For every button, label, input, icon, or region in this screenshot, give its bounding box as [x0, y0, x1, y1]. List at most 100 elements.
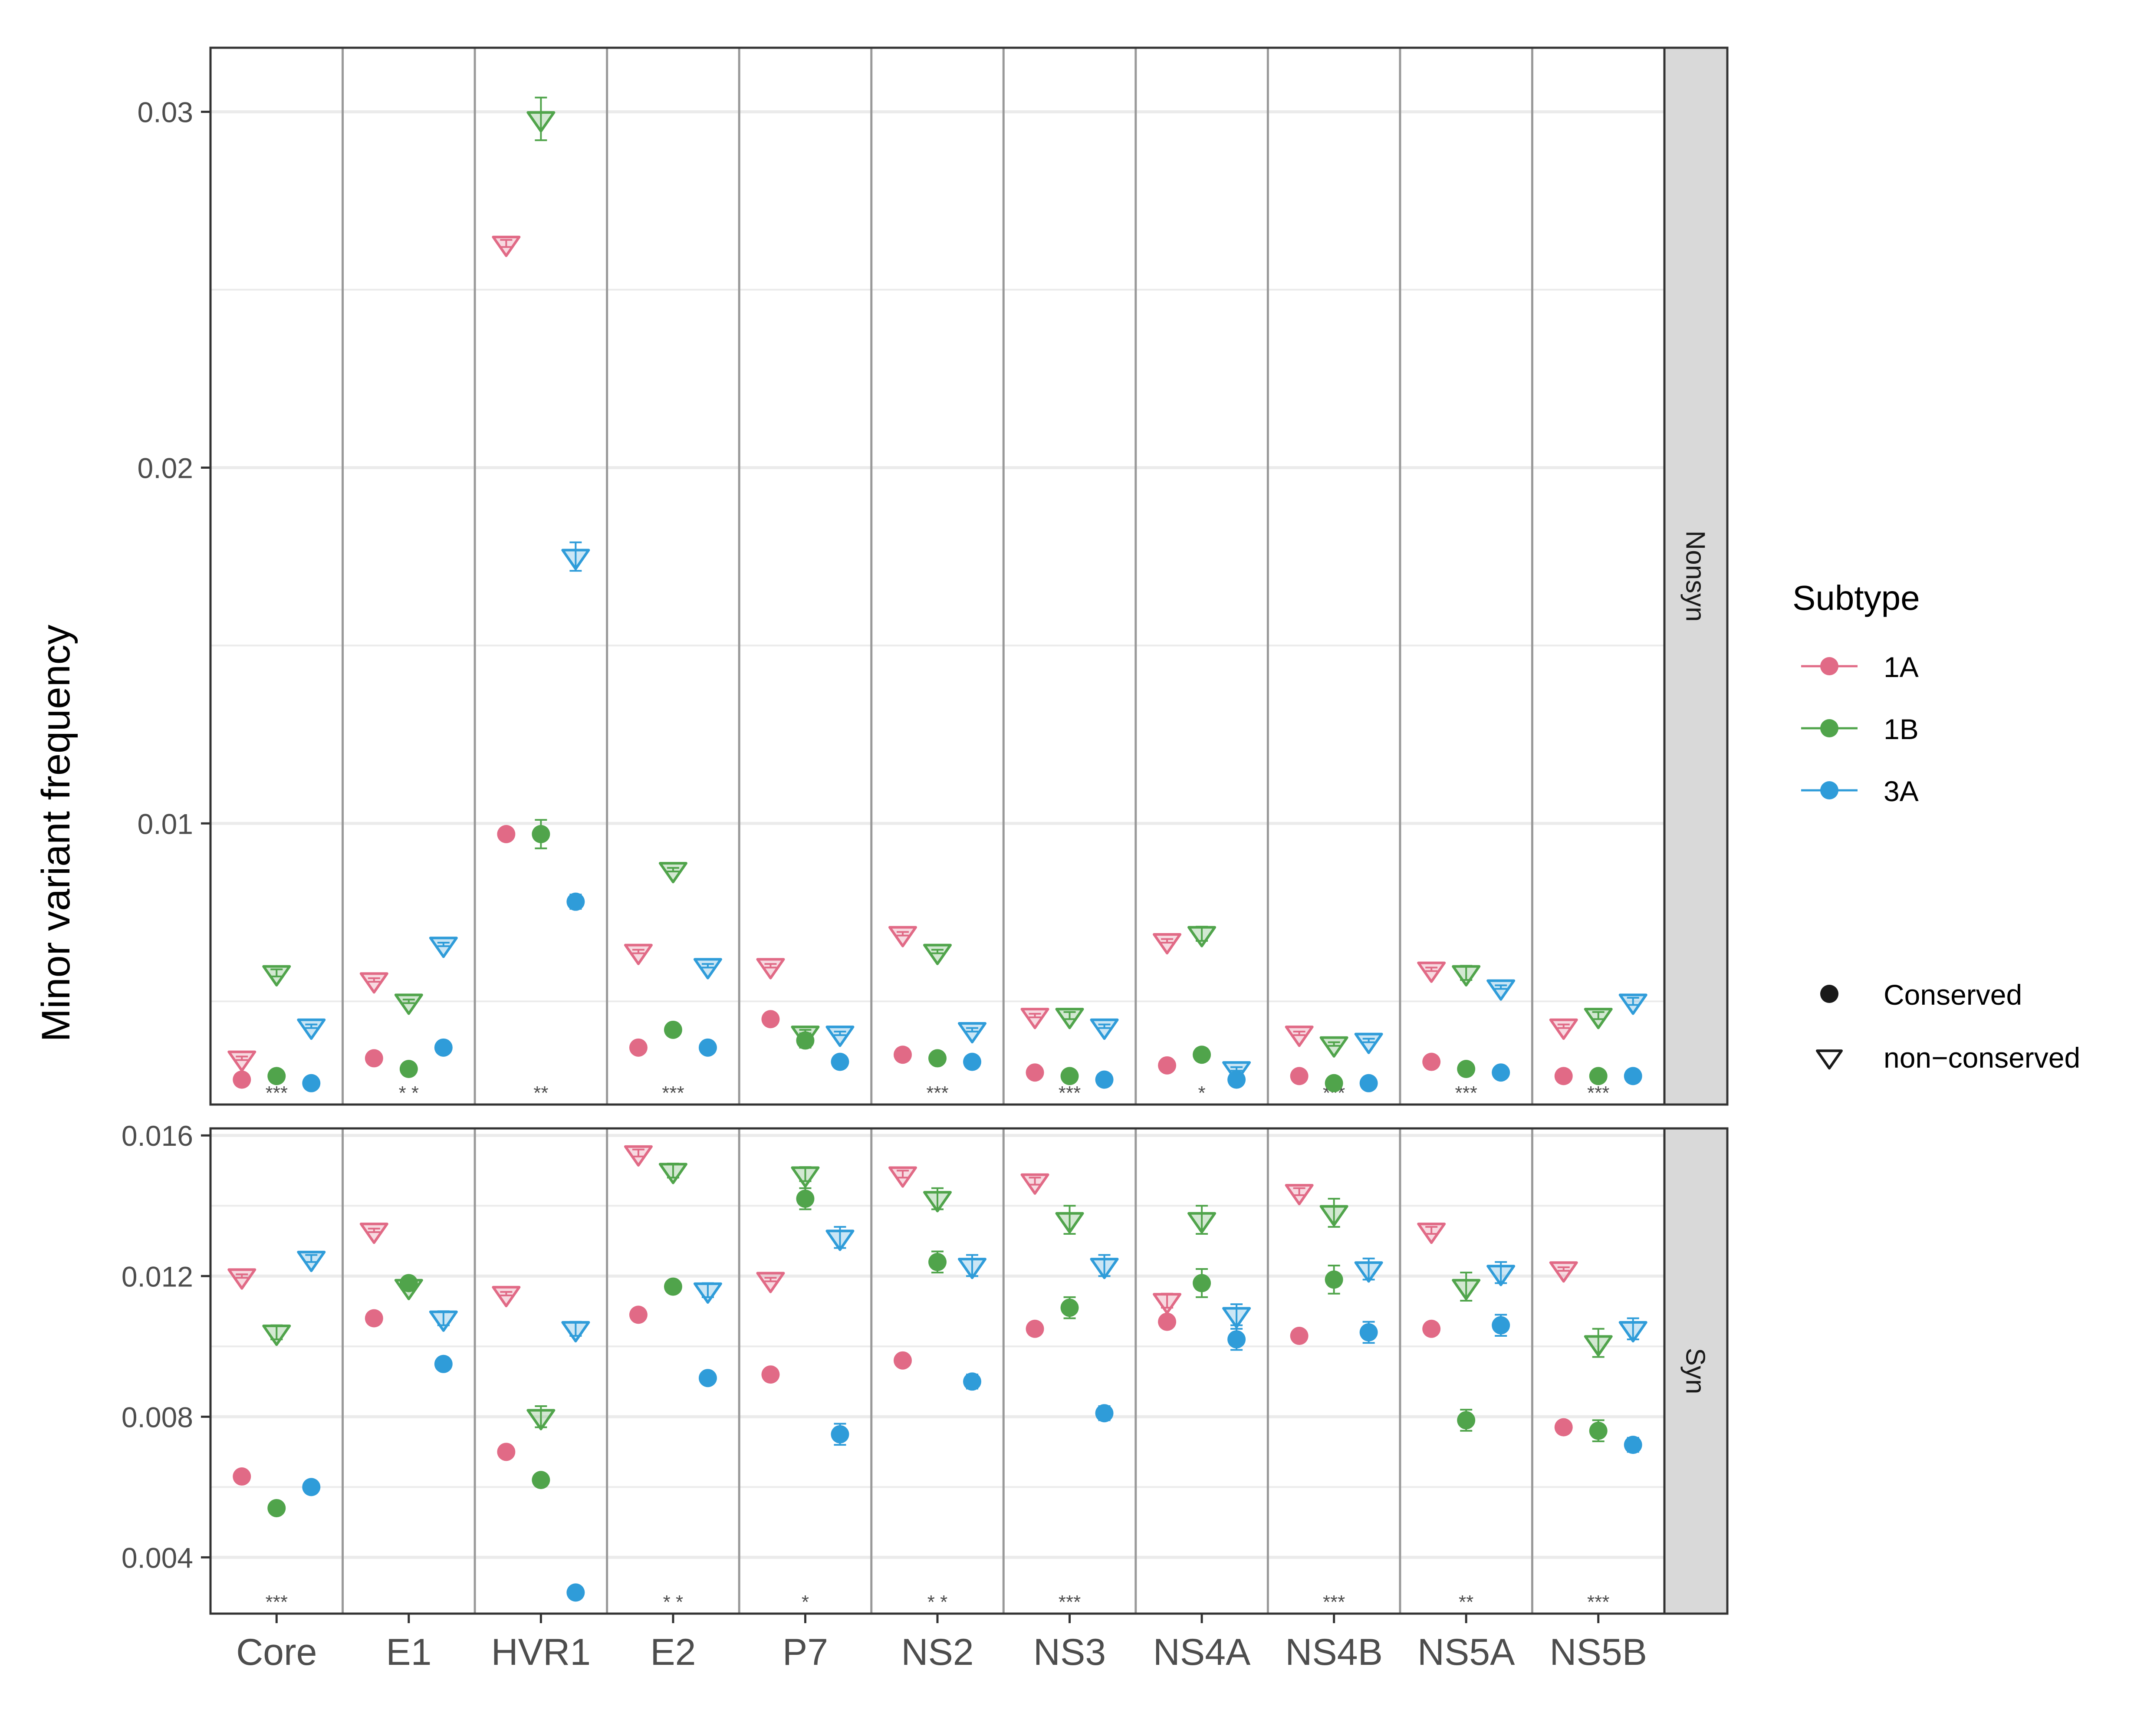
point-1a-conserved: [894, 1046, 912, 1064]
significance-label: ***: [926, 1082, 948, 1104]
significance-label: ***: [1455, 1082, 1477, 1104]
point-3a-conserved: [566, 892, 585, 911]
significance-label: ***: [266, 1082, 288, 1104]
point-3a-nonconserved: [1486, 979, 1516, 1001]
point-1b-nonconserved: [1319, 1205, 1348, 1226]
point-1b-nonconserved: [791, 1166, 820, 1188]
point-3a-nonconserved: [1354, 1032, 1383, 1054]
point-3a-nonconserved: [693, 958, 722, 980]
legend-item-label: 3A: [1884, 775, 1919, 807]
significance-label: ***: [662, 1082, 684, 1104]
y-tick-label: 0.004: [122, 1542, 193, 1574]
point-3a-nonconserved: [825, 1230, 855, 1251]
point-1b-conserved: [1060, 1067, 1079, 1085]
significance-label: **: [533, 1082, 548, 1104]
point-3a-conserved: [698, 1369, 717, 1387]
point-1a-conserved: [1026, 1063, 1044, 1082]
point-3a-nonconserved: [958, 1022, 986, 1044]
point-3a-conserved: [1095, 1404, 1114, 1423]
point-1b-nonconserved: [526, 1409, 556, 1430]
legend-shape-nonconserved: [1816, 1049, 1843, 1070]
legend-shape-conserved: [1820, 985, 1838, 1003]
point-3a-conserved: [434, 1355, 453, 1373]
point-1a-conserved: [497, 825, 516, 843]
significance-label: ***: [1059, 1591, 1081, 1613]
point-1a-conserved: [1422, 1319, 1441, 1338]
point-3a-conserved: [1359, 1074, 1378, 1092]
point-1a-nonconserved: [1285, 1026, 1314, 1047]
x-tick-label: NS4A: [1153, 1631, 1251, 1673]
x-tick-label: HVR1: [491, 1631, 591, 1673]
point-1a-conserved: [629, 1038, 648, 1057]
significance-label: ***: [266, 1591, 288, 1613]
point-3a-conserved: [434, 1038, 453, 1057]
point-1b-conserved: [1457, 1060, 1476, 1078]
point-1b-nonconserved: [1187, 1212, 1217, 1233]
significance-label: ***: [1587, 1591, 1609, 1613]
point-1b-nonconserved: [1452, 965, 1481, 986]
point-1a-nonconserved: [492, 236, 521, 257]
point-1b-nonconserved: [262, 1325, 291, 1346]
significance-label: ***: [1587, 1082, 1609, 1104]
point-1b-nonconserved: [1319, 1036, 1348, 1058]
point-1b-nonconserved: [1584, 1008, 1613, 1029]
point-1b-conserved: [1589, 1067, 1608, 1085]
significance-label: * *: [663, 1591, 683, 1613]
point-1a-nonconserved: [492, 1286, 521, 1308]
point-1b-conserved: [532, 825, 550, 843]
point-1a-nonconserved: [624, 944, 653, 965]
point-3a-nonconserved: [1090, 1258, 1119, 1279]
x-tick-label: NS5A: [1417, 1631, 1515, 1673]
point-3a-nonconserved: [1222, 1061, 1251, 1083]
point-1b-nonconserved: [923, 944, 952, 965]
significance-label: ***: [1059, 1082, 1081, 1104]
point-3a-nonconserved: [1222, 1307, 1251, 1328]
point-1b-nonconserved: [394, 993, 423, 1015]
point-1a-conserved: [497, 1443, 516, 1461]
point-3a-nonconserved: [1486, 1265, 1516, 1286]
x-tick-label: NS2: [901, 1631, 973, 1673]
point-1a-conserved: [894, 1351, 912, 1370]
point-1b-nonconserved: [791, 1026, 820, 1047]
point-1b-conserved: [1325, 1270, 1343, 1289]
point-1b-nonconserved: [658, 862, 687, 884]
significance-label: *: [1198, 1082, 1206, 1104]
point-1a-conserved: [1554, 1067, 1573, 1085]
point-1b-conserved: [399, 1060, 418, 1078]
point-1b-nonconserved: [923, 1191, 952, 1213]
y-tick-label: 0.012: [122, 1260, 193, 1292]
point-1a-conserved: [629, 1305, 648, 1324]
significance-label: * *: [399, 1082, 419, 1104]
point-1b-conserved: [1193, 1274, 1211, 1292]
point-3a-conserved: [1624, 1067, 1642, 1085]
point-3a-conserved: [1492, 1316, 1510, 1335]
point-3a-conserved: [1095, 1070, 1114, 1089]
legend-item-label: non−conserved: [1884, 1042, 2080, 1074]
point-1a-conserved: [761, 1010, 780, 1029]
point-3a-nonconserved: [1618, 993, 1647, 1015]
point-3a-nonconserved: [693, 1282, 722, 1304]
point-1b-nonconserved: [262, 965, 291, 986]
point-1a-nonconserved: [1549, 1261, 1578, 1283]
x-tick-label: P7: [783, 1631, 828, 1673]
point-1b-conserved: [1325, 1074, 1343, 1092]
facet-strip: [1663, 46, 1729, 1106]
point-1a-conserved: [365, 1049, 383, 1068]
point-1a-nonconserved: [756, 958, 785, 980]
point-3a-conserved: [963, 1372, 981, 1391]
point-3a-conserved: [963, 1052, 981, 1071]
facet-strip-label: Nonsyn: [1680, 530, 1710, 621]
x-tick-label: NS4B: [1285, 1631, 1383, 1673]
point-1b-conserved: [928, 1049, 947, 1068]
significance-label: ***: [1323, 1591, 1345, 1613]
point-1a-nonconserved: [1020, 1008, 1049, 1029]
significance-label: *: [802, 1591, 809, 1613]
point-3a-conserved: [566, 1583, 585, 1602]
x-tick-label: NS3: [1033, 1631, 1106, 1673]
point-1a-nonconserved: [1417, 961, 1446, 983]
point-1a-nonconserved: [888, 926, 917, 947]
point-3a-nonconserved: [561, 1321, 590, 1343]
